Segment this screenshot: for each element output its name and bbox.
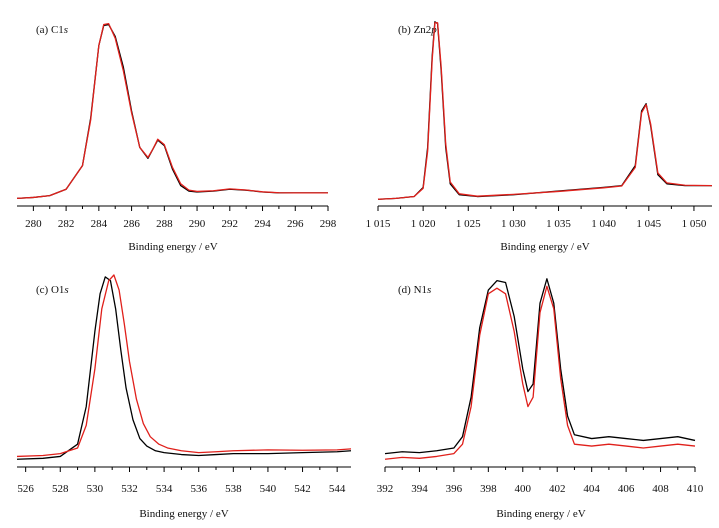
panel-d-x-axis: 392 394 396 398 400 402 404 406 408 410 [377,466,704,495]
panel-d-x-tick-label: 392 [377,483,394,495]
panel-d-x-tick-label: 408 [652,483,669,495]
panel-d-x-tick-label: 394 [411,483,428,495]
panel-d-series-black-line [384,278,696,455]
panel-c-x-tick-label: 530 [87,483,104,495]
panel-b-x-axis-label: Binding energy / eV [500,241,589,253]
panel-a-x-tick-label: 284 [91,218,108,230]
panel-c-x-tick-label: 526 [17,483,34,495]
panel-c-x-tick-label: 534 [156,483,173,495]
panel-d-x-tick-label: 404 [583,483,600,495]
panel-d-x-tick-label: 396 [446,483,463,495]
panel-c-x-tick-label: 540 [260,483,277,495]
panel-a-x-axis: 280 282 284 286 288 290 292 294 296 298 [17,205,337,230]
panel-a-series-black-line [16,23,328,200]
panel-d-x-tick-label: 410 [687,483,704,495]
panel-b-x-tick-label: 1 030 [501,218,526,230]
panel-c-x-tick-label: 538 [225,483,242,495]
panel-d-series-red-line [384,285,696,460]
panel-d-label: (d) N1s [398,284,431,296]
panel-d-x-tick-label: 398 [480,483,497,495]
panel-b-x-tick-label: 1 025 [456,218,481,230]
panel-c: (c) O1s 526 528 530 532 534 536 538 540 542 544 B… [16,274,352,520]
panel-d-x-axis-label: Binding energy / eV [496,508,585,520]
panel-c-x-tick-label: 528 [52,483,69,495]
panel-b-series-red-line [377,22,713,200]
panel-a-series-red-line [16,22,328,200]
panel-b-x-tick-label: 1 035 [546,218,571,230]
panel-c-x-axis-label: Binding energy / eV [139,508,228,520]
panel-c-label: (c) O1s [36,284,69,296]
panel-b-x-tick-label: 1 020 [411,218,436,230]
panel-a-x-tick-label: 294 [254,218,271,230]
panel-b-x-tick-label: 1 040 [591,218,616,230]
panel-d-x-tick-label: 400 [515,483,532,495]
panel-c-x-tick-label: 536 [190,483,207,495]
panel-b-series-black-line [377,21,712,200]
panel-a-x-tick-label: 296 [287,218,304,230]
panel-d-plot-area [384,278,696,460]
panel-b: (b) Zn2p 1 015 1 020 1 025 1 030 1 035 1 040 1… [366,21,713,253]
panel-b-x-tick-label: 1 015 [366,218,391,230]
panel-b-x-tick-label: 1 045 [636,218,661,230]
panel-d-x-tick-label: 406 [618,483,635,495]
panel-b-label: (b) Zn2p [398,24,437,36]
panel-d-x-tick-label: 402 [549,483,566,495]
panel-c-x-tick-label: 542 [294,483,311,495]
panel-b-x-axis: 1 015 1 020 1 025 1 030 1 035 1 040 1 045 1 050 [366,205,712,230]
panel-a-x-tick-label: 292 [222,218,239,230]
panel-b-plot-area [377,21,713,200]
panel-a-x-tick-label: 282 [58,218,75,230]
panel-c-series-red-line [16,274,352,458]
panel-a-x-tick-label: 280 [25,218,42,230]
panel-c-series-black-line [16,276,352,460]
panel-a-label: (a) C1s [36,24,68,36]
panel-a-plot-area [16,22,328,200]
panel-a: (a) C1s 280 282 284 286 288 290 292 294 296 298 B… [16,22,337,253]
panel-d: (d) N1s 392 394 396 398 400 402 404 406 408 410 B… [377,278,704,520]
panel-b-x-tick-label: 1 050 [682,218,707,230]
panel-c-plot-area [16,274,352,460]
panel-c-x-tick-label: 544 [329,483,346,495]
panel-a-x-axis-label: Binding energy / eV [128,241,217,253]
panel-a-x-tick-label: 286 [123,218,140,230]
panel-a-x-tick-label: 298 [320,218,337,230]
panel-c-x-tick-label: 532 [121,483,138,495]
panel-a-x-tick-label: 290 [189,218,206,230]
panel-c-x-axis: 526 528 530 532 534 536 538 540 542 544 [17,466,351,495]
panel-a-x-tick-label: 288 [156,218,173,230]
